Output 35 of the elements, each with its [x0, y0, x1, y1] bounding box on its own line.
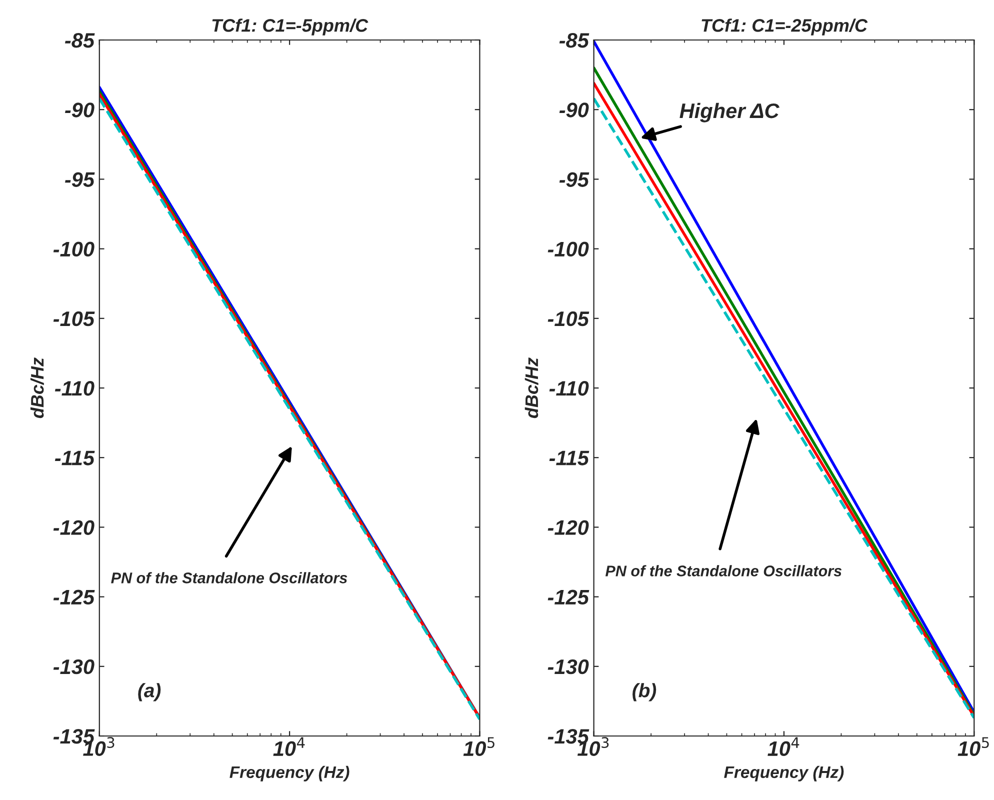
- x-tick-label: 10$^{5}$: [958, 737, 989, 756]
- y-tick-label: -90: [65, 102, 94, 118]
- annotation: PN of the Standalone Oscillators: [605, 565, 842, 576]
- x-axis-title: Frequency (Hz): [724, 766, 844, 782]
- annotation: (b): [632, 683, 656, 702]
- annotation: (a): [138, 683, 161, 702]
- y-axis-title: dBc/Hz: [524, 358, 538, 418]
- y-tick-label: -110: [54, 381, 94, 396]
- x-axis-title: Frequency (Hz): [230, 766, 350, 782]
- y-tick-label: -110: [549, 381, 589, 396]
- y-tick-label: -115: [54, 450, 95, 466]
- y-tick-label: -120: [548, 520, 589, 535]
- y-tick-label: -130: [53, 659, 94, 674]
- annotation: PN of the Standalone Oscillators: [111, 572, 348, 584]
- y-tick-label: -100: [53, 242, 94, 257]
- y-tick-label: -85: [559, 33, 590, 48]
- y-tick-label: -125: [548, 590, 590, 605]
- y-tick-label: -100: [548, 242, 589, 257]
- y-axis-title: dBc/Hz: [30, 358, 44, 418]
- y-tick-label: -130: [548, 659, 589, 674]
- y-tick-label: -95: [65, 172, 95, 187]
- y-tick-label: -105: [53, 311, 95, 326]
- y-tick-label: -105: [548, 311, 590, 326]
- x-tick-label: 10$^{4}$: [273, 737, 305, 756]
- chart-title: TCf1: C1=-5ppm/C: [212, 18, 368, 36]
- x-tick-label: 10$^{4}$: [768, 737, 800, 756]
- annotation: Higher ΔC: [680, 102, 780, 122]
- y-tick-label: -120: [53, 520, 94, 535]
- chart-title: TCf1: C1=-25ppm/C: [702, 18, 868, 36]
- x-tick-label: 10$^{5}$: [463, 737, 494, 756]
- y-tick-label: -125: [53, 590, 95, 605]
- y-tick-label: -115: [549, 450, 590, 466]
- y-tick-label: -90: [559, 102, 589, 118]
- y-tick-label: -95: [559, 172, 590, 187]
- y-tick-label: -85: [65, 33, 95, 48]
